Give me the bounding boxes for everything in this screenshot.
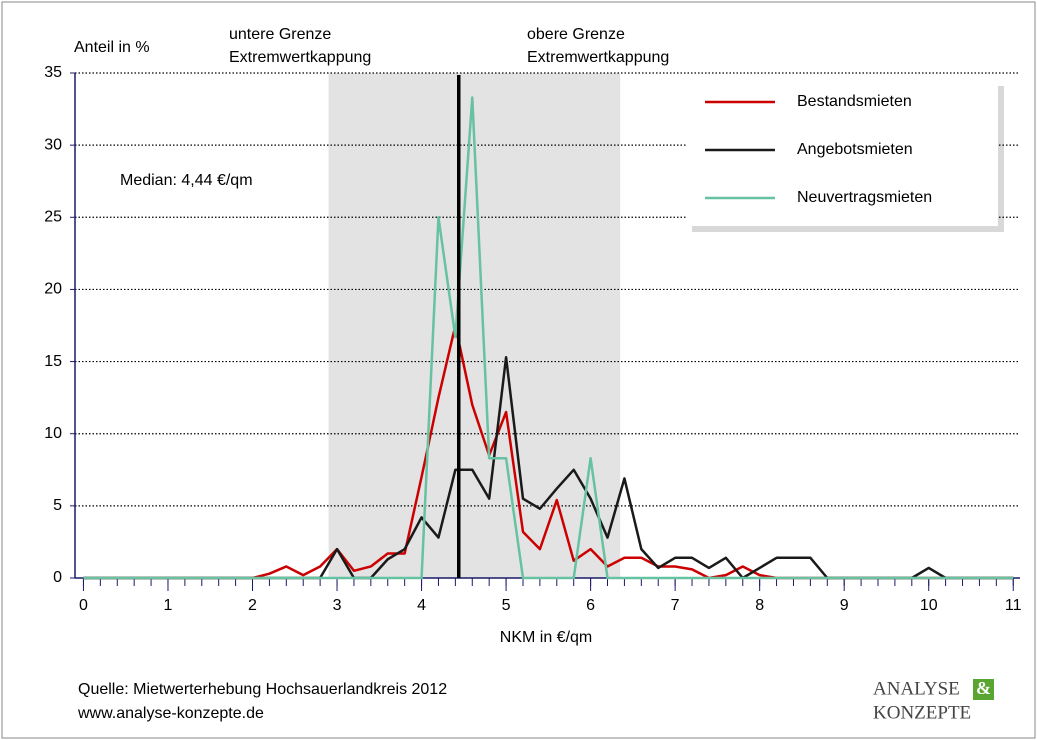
- x-tick-label: 8: [755, 597, 764, 614]
- plot: 0 5 10 15 20 25 30 35 0 1 2 3 4 5 6 7 8 9 10 11: [44, 64, 1021, 614]
- x-tick-label: 9: [840, 597, 849, 614]
- series-line: [83, 96, 1014, 580]
- x-tick-label: 6: [586, 597, 595, 614]
- x-axis-label: NKM in €/qm: [500, 629, 592, 646]
- y-tick-label: 35: [44, 64, 62, 81]
- logo: KONZEPTE: [873, 702, 971, 723]
- legend-label: Neuvertragsmieten: [797, 189, 932, 206]
- y-tick-label: 5: [53, 497, 62, 514]
- y-tick-label: 10: [44, 425, 62, 442]
- x-tick-label: 5: [502, 597, 511, 614]
- x-tick-label: 2: [248, 597, 257, 614]
- x-tick-label: 7: [671, 597, 680, 614]
- y-tick-label: 20: [44, 281, 62, 298]
- legend-box: [686, 80, 998, 226]
- legend-label: Angebotsmieten: [797, 141, 913, 158]
- logo-box: [973, 679, 994, 700]
- y-tick-label: 25: [44, 209, 62, 226]
- median-label: Median: 4,44 €/qm: [120, 172, 253, 189]
- annotation: Extremwertkappung: [229, 49, 371, 66]
- x-tick-label: 1: [164, 597, 173, 614]
- x-tick-label: 4: [417, 597, 426, 614]
- y-tick-label: 0: [53, 569, 62, 586]
- source-url: www.analyse-konzepte.de: [77, 705, 264, 722]
- x-tick-label: 0: [79, 597, 88, 614]
- logo: &: [976, 678, 991, 698]
- y-tick-label: 15: [44, 353, 62, 370]
- legend-label: Bestandsmieten: [797, 93, 912, 110]
- logo: ANALYSE: [873, 678, 960, 699]
- x-tick-label: 10: [920, 597, 938, 614]
- y-tick-label: 30: [44, 136, 62, 153]
- annotation: untere Grenze: [229, 26, 331, 43]
- annotation: obere Grenze: [527, 26, 625, 43]
- x-tick-label: 3: [333, 597, 342, 614]
- source: Quelle: Mietwerterhebung Hochsauerlandkr…: [78, 681, 447, 698]
- y-axis-label: Anteil in %: [74, 39, 150, 56]
- annotation: Extremwertkappung: [527, 49, 669, 66]
- x-tick-label: 11: [1005, 597, 1022, 614]
